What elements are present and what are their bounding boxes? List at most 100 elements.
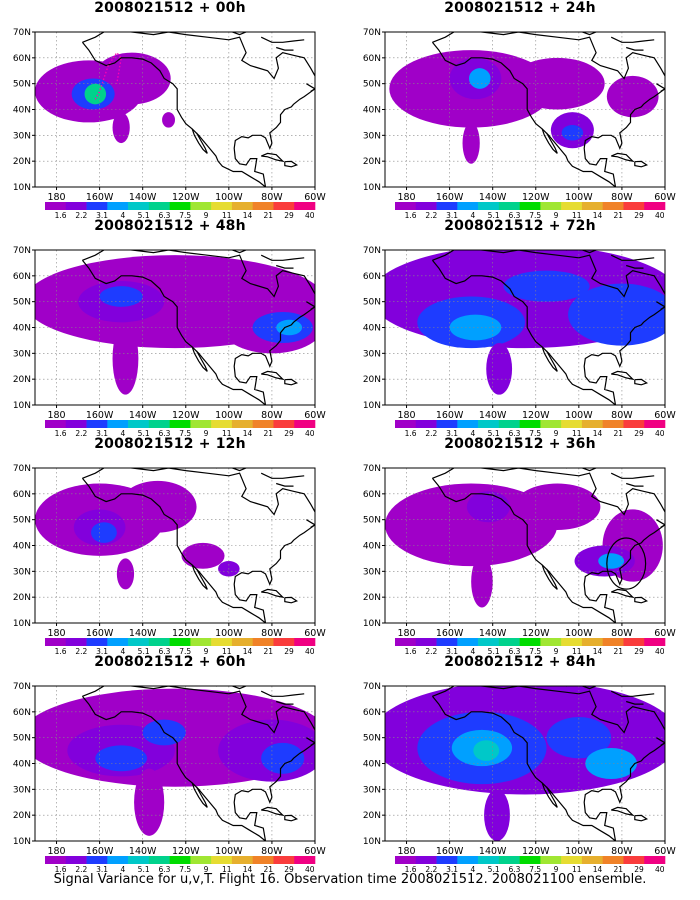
coastline [306, 301, 315, 310]
colorbar-label: 1.6 [55, 211, 67, 220]
coastline [191, 782, 208, 808]
colorbar-swatch [519, 856, 541, 864]
colorbar-label: 2.2 [75, 865, 87, 874]
y-tick-label: 60N [363, 708, 381, 718]
colorbar-swatch [395, 420, 417, 428]
map-panel: 2008021512 + 72h 10N 20N 30N 40N 50N 60N 70N 180… [350, 218, 690, 438]
colorbar-swatch [65, 638, 87, 646]
colorbar-swatch [86, 202, 108, 210]
colorbar-swatch [211, 638, 233, 646]
variance-contour [84, 83, 107, 105]
coastline [260, 36, 305, 43]
y-tick-label: 40N [13, 106, 31, 116]
colorbar-swatch [169, 638, 191, 646]
colorbar-label: 2.2 [75, 647, 87, 656]
y-tick-label: 10N [13, 401, 31, 411]
colorbar-swatch [107, 202, 129, 210]
colorbar-label: 9 [554, 647, 559, 656]
variance-contour [546, 717, 612, 759]
x-tick-label: 80W [611, 628, 633, 639]
x-tick-label: 140W [479, 628, 507, 639]
coastline [541, 128, 558, 154]
colorbar-label: 5.1 [138, 865, 150, 874]
variance-contour [471, 555, 493, 608]
x-tick-label: 100W [565, 410, 593, 421]
coastline [565, 686, 597, 690]
variance-contour [484, 789, 510, 841]
colorbar-label: 21 [613, 647, 623, 656]
colorbar-swatch [436, 856, 458, 864]
colorbar-label: 11 [572, 865, 582, 874]
colorbar-swatch [623, 638, 645, 646]
variance-contour [514, 483, 601, 530]
coastline [276, 700, 294, 705]
colorbar-swatch [581, 856, 603, 864]
x-tick-label: 80W [261, 846, 283, 857]
colorbar-swatch [128, 856, 150, 864]
colorbar-swatch [457, 638, 479, 646]
colorbar-swatch [45, 420, 67, 428]
colorbar-swatch [294, 202, 316, 210]
y-tick-label: 30N [13, 567, 31, 577]
y-tick-label: 30N [13, 349, 31, 359]
colorbar-swatch [148, 638, 170, 646]
y-tick-label: 50N [363, 734, 381, 744]
colorbar-swatch [581, 638, 603, 646]
coastline [81, 41, 266, 187]
y-tick-label: 20N [13, 157, 31, 167]
variance-contour [462, 122, 480, 164]
colorbar-label: 11 [222, 647, 232, 656]
y-tick-label: 20N [13, 375, 31, 385]
colorbar-swatch [190, 638, 212, 646]
x-tick-label: 80W [611, 410, 633, 421]
x-tick-label: 180 [397, 192, 415, 203]
colorbar-swatch [498, 638, 520, 646]
y-tick-label: 50N [363, 298, 381, 308]
colorbar-swatch [644, 202, 666, 210]
coastline [215, 686, 247, 690]
y-tick-label: 20N [13, 593, 31, 603]
variance-contour [486, 343, 513, 395]
colorbar-label: 9 [554, 429, 559, 438]
coastline [186, 19, 272, 27]
colorbar-swatch [252, 638, 274, 646]
map-panel: 2008021512 + 48h 10N 20N 30N 40N 50N 60N 70N 180… [0, 218, 340, 438]
x-tick-label: 160W [86, 846, 114, 857]
coastline [610, 690, 655, 697]
coastline [432, 250, 665, 405]
colorbar-swatch [45, 856, 67, 864]
colorbar-swatch [231, 638, 253, 646]
panel-title: 2008021512 + 12h [94, 436, 246, 452]
colorbar-swatch [436, 420, 458, 428]
x-tick-label: 180 [397, 628, 415, 639]
y-tick-label: 50N [363, 516, 381, 526]
y-tick-label: 10N [363, 619, 381, 629]
colorbar-swatch [273, 420, 295, 428]
coastline [431, 695, 616, 841]
colorbar-swatch [581, 420, 603, 428]
variance-contour [112, 112, 130, 144]
map-plot: 10N 20N 30N 40N 50N 60N 70N 180 160W 140W 120W 100W… [13, 19, 327, 220]
y-tick-label: 50N [13, 734, 31, 744]
variance-contour [503, 270, 590, 302]
colorbar-label: 5.1 [488, 865, 500, 874]
colorbar-label: 11 [222, 865, 232, 874]
coastline [82, 686, 315, 841]
coastline [306, 83, 315, 92]
x-tick-label: 120W [172, 846, 200, 857]
colorbar-label: 7.5 [179, 865, 191, 874]
colorbar-label: 2.2 [75, 211, 87, 220]
colorbar-swatch [519, 638, 541, 646]
variance-contour [99, 286, 143, 307]
coastline [260, 690, 305, 697]
colorbar-swatch [190, 856, 212, 864]
colorbar-swatch [623, 420, 645, 428]
colorbar-swatch [478, 420, 500, 428]
map-panel: 2008021512 + 24h 10N 20N 30N 40N 50N 60N 70N 180… [350, 0, 690, 220]
colorbar-swatch [128, 638, 150, 646]
coastline [626, 46, 644, 51]
coastline [81, 477, 266, 623]
coastline [634, 378, 649, 386]
coastline [610, 588, 635, 599]
coastline [626, 482, 644, 487]
